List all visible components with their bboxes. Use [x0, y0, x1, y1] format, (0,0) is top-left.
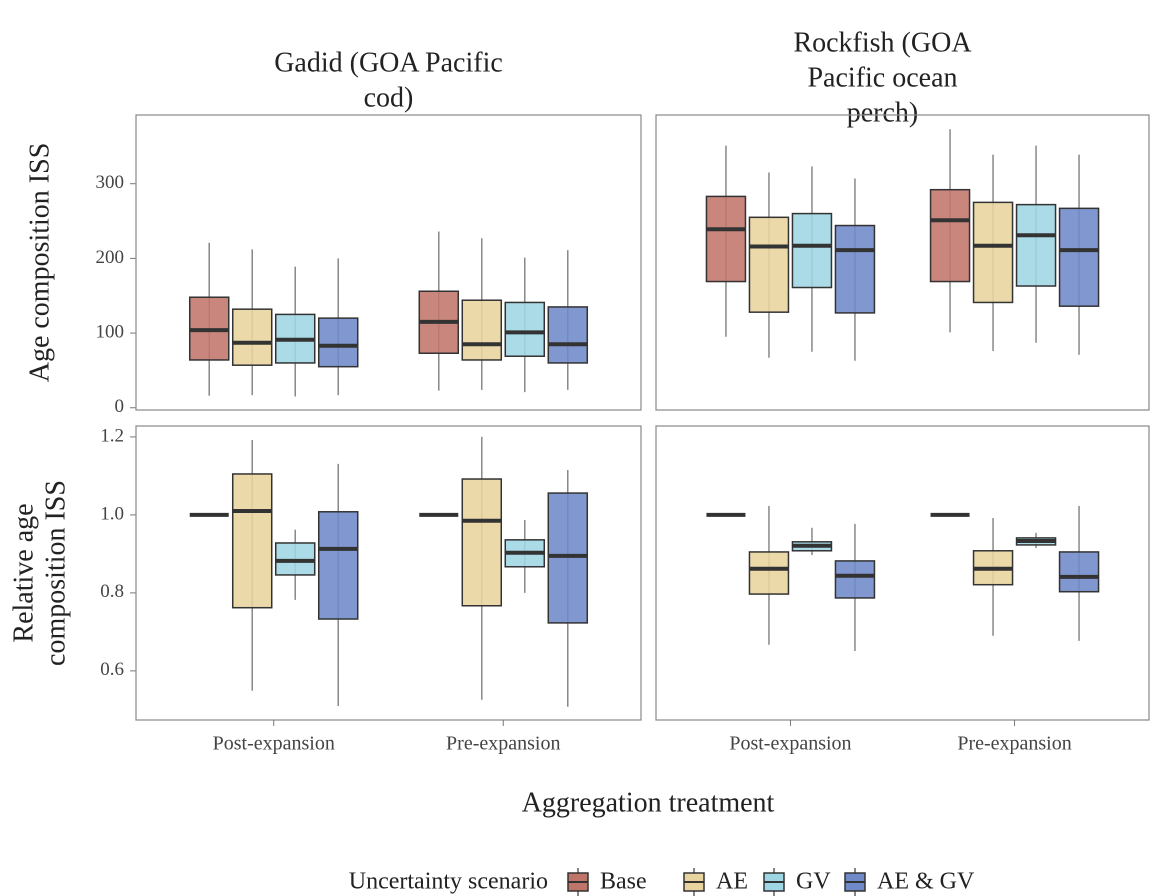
box: [834, 224, 876, 314]
box: [231, 473, 273, 609]
legend-label: AE & GV: [877, 869, 975, 895]
x-axis-label: Aggregation treatment: [522, 787, 775, 818]
y-tick-label: 1.2: [100, 425, 124, 446]
box: [504, 301, 546, 357]
box: [547, 306, 589, 364]
box: [748, 216, 790, 313]
x-tick-label: Post-expansion: [213, 733, 335, 755]
legend-label: GV: [796, 869, 831, 895]
box: [461, 299, 503, 361]
facet-title: Rockfish (GOA: [793, 27, 972, 58]
box: [1058, 207, 1100, 307]
box: [231, 308, 273, 366]
panel: [135, 425, 642, 721]
box: [1015, 203, 1057, 287]
panel: [655, 425, 1150, 721]
box: [317, 511, 359, 620]
box: [834, 560, 876, 599]
box: [1058, 551, 1100, 593]
y-axis-label: Age composition ISS: [24, 143, 55, 383]
box: [547, 492, 589, 624]
legend-title: Uncertainty scenario: [349, 869, 548, 895]
panel: [135, 114, 642, 411]
box: [972, 201, 1014, 304]
box: [705, 195, 747, 283]
y-tick-label: 0.6: [100, 659, 124, 680]
box: [748, 551, 790, 595]
y-tick-label: 1.0: [100, 503, 124, 524]
y-axis-label: Relative age: [8, 503, 39, 642]
legend-label: Base: [600, 869, 647, 895]
y-axis-label: composition ISS: [40, 480, 71, 666]
facet-title: perch): [847, 97, 919, 128]
y-tick-label: 200: [96, 247, 125, 268]
y-tick-label: 100: [96, 321, 125, 342]
box: [791, 212, 833, 289]
y-tick-label: 0.8: [100, 581, 124, 602]
facet-title: Pacific ocean: [807, 62, 957, 93]
box: [461, 478, 503, 607]
legend-label: AE: [716, 869, 748, 895]
x-tick-label: Pre-expansion: [957, 733, 1071, 755]
y-tick-label: 0: [115, 396, 125, 417]
box: [317, 317, 359, 368]
x-tick-label: Post-expansion: [729, 733, 851, 755]
y-tick-label: 300: [96, 172, 125, 193]
x-tick-label: Pre-expansion: [446, 733, 560, 755]
facet-title: cod): [364, 82, 414, 113]
box: [929, 188, 971, 283]
facet-title: Gadid (GOA Pacific: [274, 47, 503, 78]
panel: [655, 114, 1150, 411]
